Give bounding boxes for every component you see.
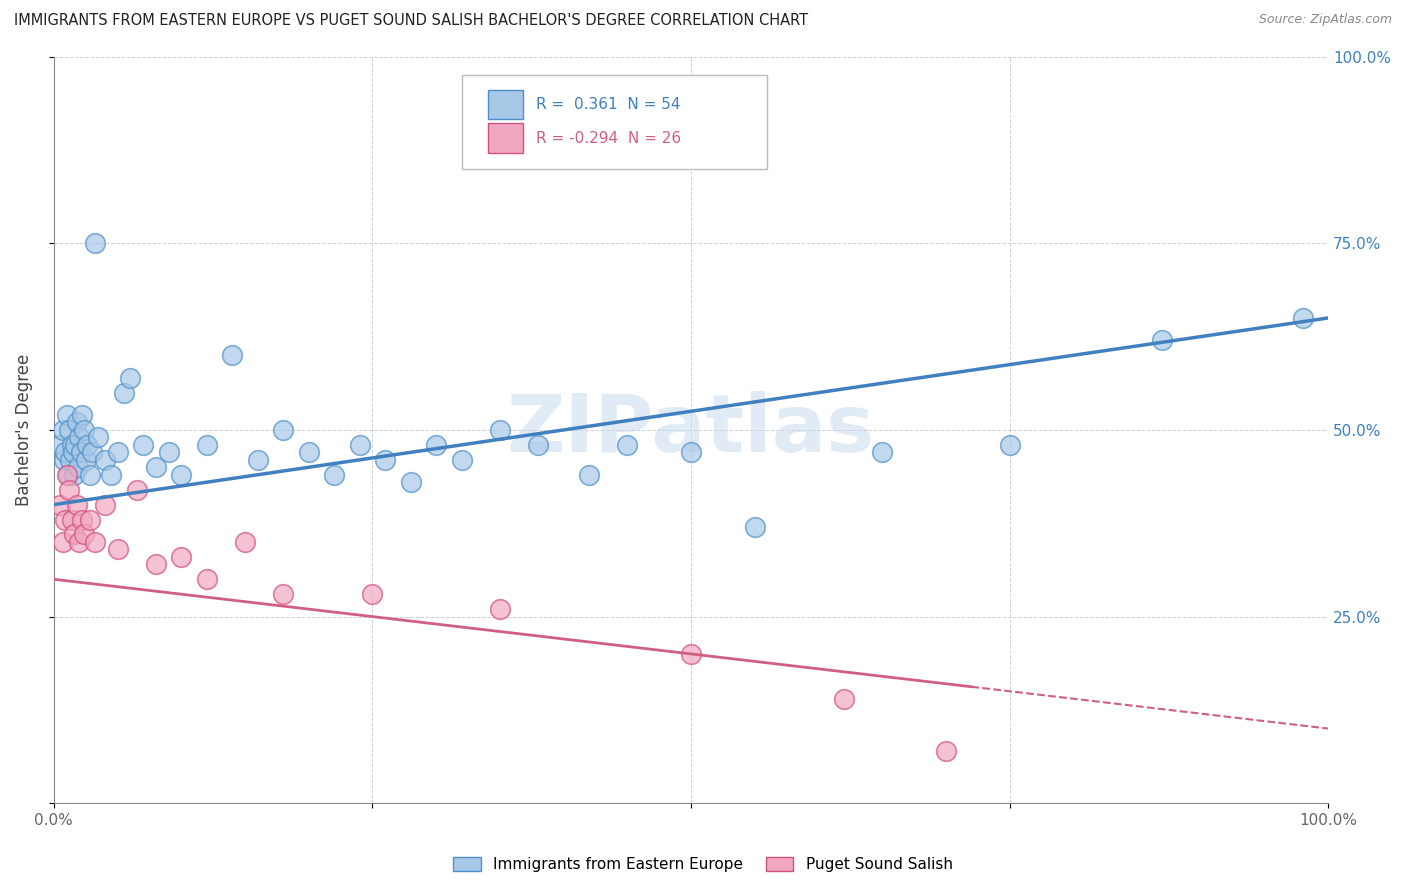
Point <box>62 445 84 459</box>
Point <box>100 467 122 482</box>
Point <box>65 438 87 452</box>
Point <box>58 423 80 437</box>
Point <box>679 647 702 661</box>
Point <box>87 430 110 444</box>
Point <box>616 438 638 452</box>
Point <box>67 460 90 475</box>
Point <box>63 527 86 541</box>
Text: Source: ZipAtlas.com: Source: ZipAtlas.com <box>1258 13 1392 27</box>
Point <box>79 512 101 526</box>
Point <box>70 408 93 422</box>
Point <box>489 602 512 616</box>
Point <box>298 445 321 459</box>
Point <box>80 445 103 459</box>
Point <box>70 512 93 526</box>
Point <box>125 483 148 497</box>
Point <box>55 408 77 422</box>
Point <box>49 438 72 452</box>
Point <box>49 498 72 512</box>
Point <box>66 416 89 430</box>
Point <box>79 467 101 482</box>
Point <box>52 423 75 437</box>
Point <box>75 452 97 467</box>
FancyBboxPatch shape <box>488 123 523 153</box>
Point <box>69 445 91 459</box>
Point <box>107 445 129 459</box>
Point <box>132 438 155 452</box>
Point <box>374 452 396 467</box>
Point <box>935 744 957 758</box>
Point <box>60 512 83 526</box>
Point <box>1291 310 1313 325</box>
Point <box>1152 334 1174 348</box>
Y-axis label: Bachelor's Degree: Bachelor's Degree <box>15 354 32 506</box>
Point <box>195 438 218 452</box>
Point <box>489 423 512 437</box>
Text: IMMIGRANTS FROM EASTERN EUROPE VS PUGET SOUND SALISH BACHELOR'S DEGREE CORRELATI: IMMIGRANTS FROM EASTERN EUROPE VS PUGET … <box>14 13 808 29</box>
Point <box>56 467 79 482</box>
Point <box>578 467 600 482</box>
Point <box>52 535 75 549</box>
Point <box>67 535 90 549</box>
Point <box>83 236 105 251</box>
FancyBboxPatch shape <box>461 75 768 169</box>
Point <box>870 445 893 459</box>
Point <box>53 512 76 526</box>
Point <box>120 370 142 384</box>
Point <box>425 438 447 452</box>
Point <box>233 535 256 549</box>
Point <box>399 475 422 490</box>
Point <box>73 527 96 541</box>
Point <box>221 348 243 362</box>
Point <box>349 438 371 452</box>
Point <box>450 452 472 467</box>
Point <box>76 438 98 452</box>
Point <box>58 483 80 497</box>
Text: R =  0.361  N = 54: R = 0.361 N = 54 <box>536 97 681 112</box>
Point <box>157 445 180 459</box>
Point <box>94 498 117 512</box>
Text: R = -0.294  N = 26: R = -0.294 N = 26 <box>536 130 681 145</box>
Point <box>67 430 90 444</box>
Point <box>170 549 193 564</box>
Point <box>832 691 855 706</box>
Point <box>246 452 269 467</box>
Point <box>679 445 702 459</box>
Text: ZIPatlas: ZIPatlas <box>506 391 875 469</box>
Point <box>112 385 135 400</box>
Point <box>63 467 86 482</box>
Point <box>170 467 193 482</box>
Point <box>527 438 550 452</box>
Point <box>323 467 346 482</box>
Point <box>60 438 83 452</box>
Point <box>271 587 294 601</box>
Point <box>53 452 76 467</box>
Point <box>83 535 105 549</box>
Point <box>73 423 96 437</box>
Point <box>195 572 218 586</box>
Point <box>66 498 89 512</box>
Point <box>998 438 1021 452</box>
Point <box>107 542 129 557</box>
Point <box>271 423 294 437</box>
Point <box>53 445 76 459</box>
Point <box>145 558 167 572</box>
FancyBboxPatch shape <box>488 89 523 120</box>
Legend: Immigrants from Eastern Europe, Puget Sound Salish: Immigrants from Eastern Europe, Puget So… <box>446 849 960 880</box>
Point <box>744 520 766 534</box>
Point <box>361 587 384 601</box>
Point <box>55 467 77 482</box>
Point <box>145 460 167 475</box>
Point <box>94 452 117 467</box>
Point <box>59 452 82 467</box>
